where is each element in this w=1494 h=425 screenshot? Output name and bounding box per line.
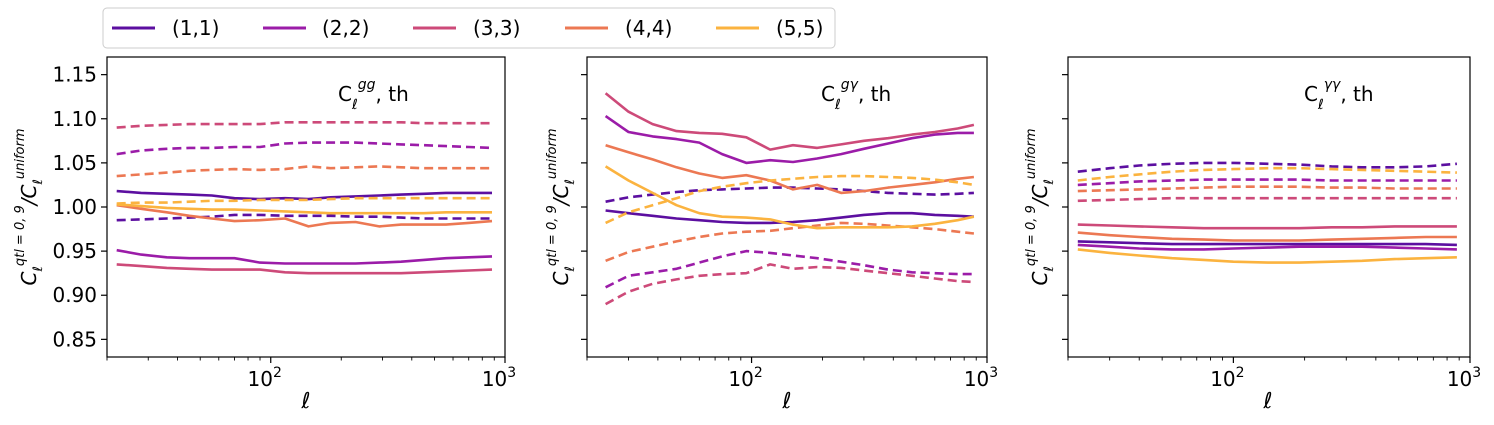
series-line-1-1-solid [605,209,974,225]
x-axis-label: ℓ [781,389,791,414]
panel-gamma-gamma: 102 103 Cℓγγ, th ℓ Cℓqtl = 0, 9/Cℓuniform [1024,56,1481,414]
x-tick-label: 102 [1210,365,1244,391]
x-tick-label: 103 [1447,365,1481,391]
y-axis-label: Cℓqtl = 0, 9/Cℓuniform [1024,129,1057,286]
x-axis-label: ℓ [300,389,310,414]
y-tick-label: 0.90 [52,283,97,307]
series-lines [1077,161,1458,264]
legend-entry-4-4: (4,4) [565,16,672,40]
panel-g-gamma: 102 103 Cℓgγ, th ℓ Cℓqtl = 0, 9/Cℓuniform [545,56,998,414]
panel-gg: 0.85 0.90 0.95 1.00 1.05 1.10 1.15 102 103 Cℓgg,… [13,56,516,414]
legend-frame [102,7,836,49]
series-line-4-4-dashed [1077,185,1457,193]
series-line-2-2-solid [604,115,974,165]
ticks: 0.85 0.90 0.95 1.00 1.05 1.10 1.15 102 103 [52,63,516,391]
y-axis-label: Cℓqtl = 0, 9/Cℓuniform [13,129,46,286]
y-tick-label: 0.95 [52,239,97,263]
series-line-1-1-dashed [1077,161,1458,173]
x-tick-label: 103 [964,365,998,391]
series-line-3-3-solid [116,263,493,275]
series-line-1-1-solid [1077,240,1457,247]
panel-title: Cℓgγ, th [821,77,891,113]
series-line-4-4-solid [605,143,975,195]
plot-area [587,57,987,357]
series-lines [116,121,493,275]
axes-frame [1067,56,1471,358]
series-line-1-1-dashed [605,186,974,203]
plot-area [1068,57,1470,357]
series-line-2-2-dashed [116,141,493,156]
y-axis-label: Cℓqtl = 0, 9/Cℓuniform [545,129,578,286]
legend-entry-5-5: (5,5) [716,16,823,40]
y-tick-label: 1.15 [52,63,97,87]
series-line-4-4-solid [116,203,493,228]
series-line-3-3-dashed [1077,196,1457,203]
legend-label-1-1: (1,1) [172,16,219,40]
series-line-2-2-solid [116,248,493,265]
axes-frame [106,56,506,358]
legend-label-4-4: (4,4) [625,16,672,40]
x-tick-label: 103 [482,365,516,391]
legend-label-2-2: (2,2) [322,16,369,40]
series-line-5-5-solid [604,165,975,230]
series-line-4-4-dashed [116,165,492,178]
y-tick-label: 1.00 [52,195,97,219]
legend-label-3-3: (3,3) [473,16,520,40]
legend-entry-1-1: (1,1) [112,16,219,40]
y-tick-label: 1.05 [52,151,97,175]
series-line-1-1-solid [116,189,492,201]
legend-label-5-5: (5,5) [776,16,823,40]
series-line-5-5-dashed [116,196,492,205]
legend: (1,1) (2,2) (3,3) (4,4) (5,5) [102,7,836,49]
series-line-5-5-dashed [1077,166,1457,182]
legend-entry-3-3: (3,3) [413,16,520,40]
series-line-1-1-dashed [116,213,492,222]
series-line-3-3-dashed [116,121,492,129]
series-line-4-4-solid [1077,231,1457,242]
x-tick-label: 102 [248,365,282,391]
legend-entry-2-2: (2,2) [263,16,369,40]
y-tick-label: 1.10 [52,107,97,131]
panel-title: Cℓγγ, th [1304,77,1374,113]
x-tick-label: 102 [728,365,762,391]
panel-title: Cℓgg, th [338,77,409,113]
y-tick-label: 0.85 [52,327,97,351]
x-axis-label: ℓ [1262,389,1272,414]
series-line-5-5-solid [1077,248,1457,264]
ticks: 102 103 [1062,74,1481,391]
series-line-2-2-dashed [1077,178,1457,187]
series-line-3-3-solid [604,92,975,151]
series-lines [604,92,975,306]
series-line-2-2-solid [1077,243,1457,251]
axes-frame [586,56,988,358]
series-line-5-5-solid [116,203,492,215]
series-line-3-3-solid [1077,223,1457,230]
